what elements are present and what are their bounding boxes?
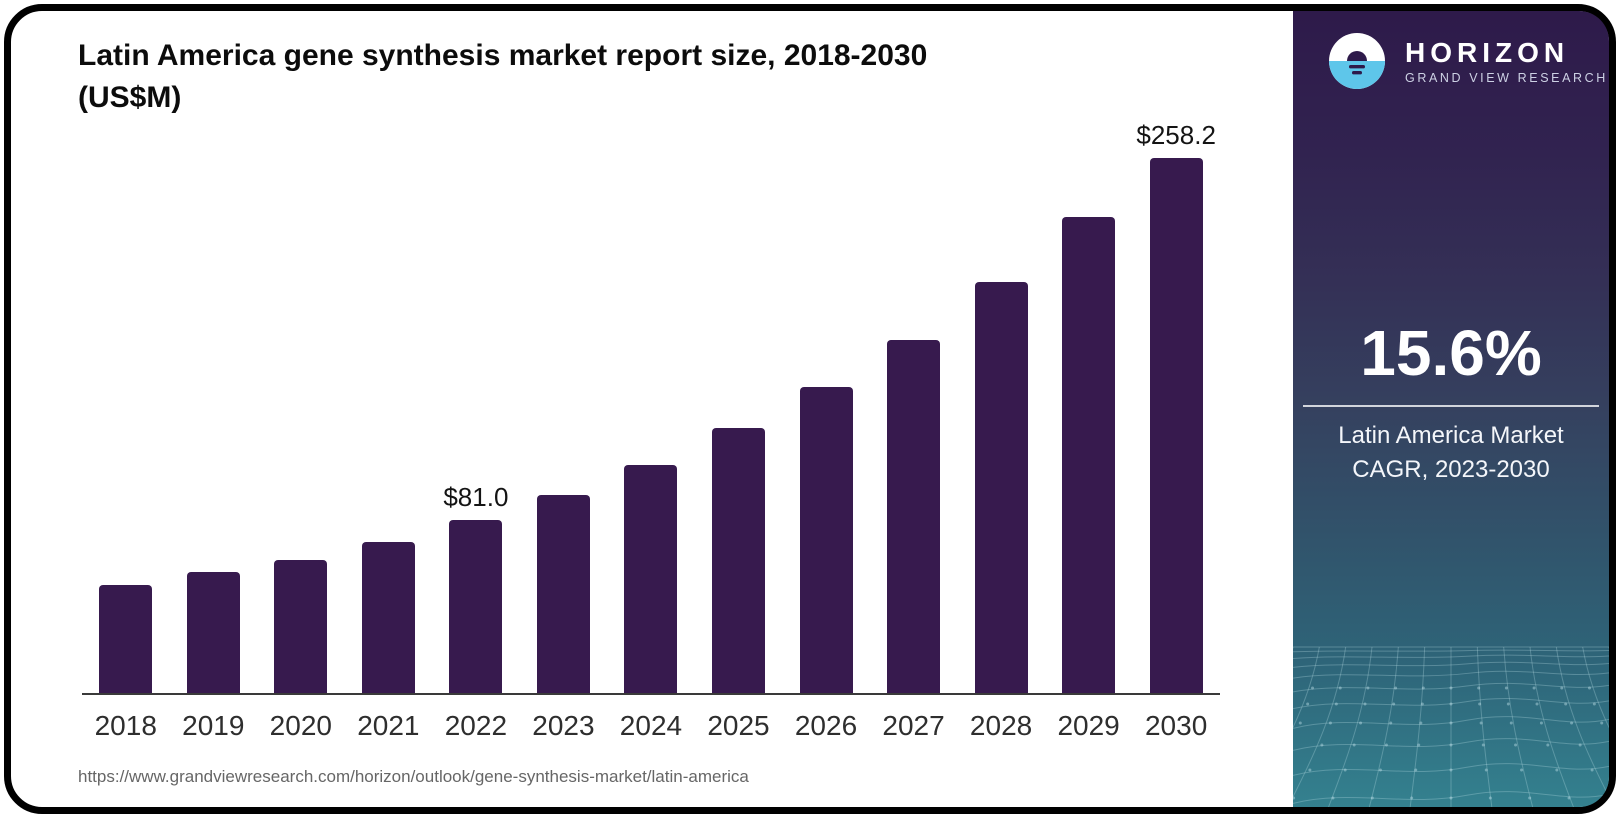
bar-2029 xyxy=(1062,217,1116,693)
bar-2023 xyxy=(536,494,590,693)
x-axis-label-2025: 2025 xyxy=(707,710,770,741)
cagr-caption-line2: CAGR, 2023-2030 xyxy=(1352,456,1550,483)
cagr-stat: 15.6% Latin America Market CAGR, 2023-20… xyxy=(1293,319,1609,487)
x-axis-label-2027: 2027 xyxy=(882,710,945,741)
bar-slot-2021 xyxy=(345,120,433,693)
bar-2030 xyxy=(1149,158,1203,693)
x-axis-label-2018: 2018 xyxy=(94,710,157,741)
x-axis-label-2019: 2019 xyxy=(182,710,245,741)
bar-slot-2025 xyxy=(695,120,783,693)
bar-slot-2023 xyxy=(520,120,608,693)
bar-slot-2024 xyxy=(607,120,695,693)
bar-slot-2027 xyxy=(870,120,958,693)
x-axis-label-2023: 2023 xyxy=(532,710,595,741)
bar-slot-2029 xyxy=(1045,120,1133,693)
bar-value-label-2030: $258.2 xyxy=(1136,120,1216,150)
brand-text: HORIZON GRAND VIEW RESEARCH xyxy=(1405,36,1608,85)
chart-title-text: Latin America gene synthesis market repo… xyxy=(78,39,928,72)
mesh-pattern xyxy=(1293,646,1609,807)
bar-slot-2018 xyxy=(82,120,170,693)
bar-2028 xyxy=(974,282,1028,693)
brand-tagline: GRAND VIEW RESEARCH xyxy=(1405,70,1608,85)
bar-value-label-2022: $81.0 xyxy=(443,482,509,513)
cagr-caption-line1: Latin America Market xyxy=(1338,422,1564,449)
bars-container: $81.0 $258.2 xyxy=(82,120,1220,693)
bar-2025 xyxy=(711,428,765,693)
source-url: https://www.grandviewresearch.com/horizo… xyxy=(78,767,749,786)
stat-divider xyxy=(1303,405,1599,407)
bar-2024 xyxy=(624,464,678,693)
bar-slot-2019 xyxy=(170,120,258,693)
bar-2018 xyxy=(99,585,153,693)
x-axis-label-2029: 2029 xyxy=(1057,710,1120,741)
bar-2021 xyxy=(361,541,415,693)
cagr-caption: Latin America Market CAGR, 2023-2030 xyxy=(1293,419,1609,487)
x-axis-label-2028: 2028 xyxy=(969,710,1033,741)
cagr-value: 15.6% xyxy=(1360,317,1542,389)
x-axis-label-2021: 2021 xyxy=(357,710,420,741)
bar-chart: $81.0 $258.2 xyxy=(82,120,1220,693)
sun-horizon-icon xyxy=(1329,33,1385,89)
x-axis-label-2030: 2030 xyxy=(1144,710,1208,741)
x-axis-line xyxy=(82,693,1220,695)
bar-slot-2026 xyxy=(782,120,870,693)
x-axis-label-2024: 2024 xyxy=(619,710,683,741)
brand-lockup: HORIZON GRAND VIEW RESEARCH xyxy=(1329,33,1608,89)
bar-2027 xyxy=(887,339,941,693)
chart-title-unit: (US$M) xyxy=(78,81,182,114)
bar-2019 xyxy=(186,571,240,693)
bar-2022 xyxy=(449,520,503,693)
bar-2026 xyxy=(799,386,853,693)
report-card: Latin America gene synthesis market repo… xyxy=(4,4,1616,814)
bar-2020 xyxy=(274,560,328,693)
x-axis-label-2026: 2026 xyxy=(794,710,858,741)
x-axis-labels: 2018 2019 2020 2021 2022 2023 2024 2025 2026 2027… xyxy=(82,710,1220,742)
chart-title: Latin America gene synthesis market repo… xyxy=(78,35,1228,119)
bar-slot-2030: $258.2 xyxy=(1132,120,1220,693)
brand-name: HORIZON xyxy=(1405,36,1570,68)
bar-slot-2022: $81.0 xyxy=(432,120,520,693)
bar-slot-2028 xyxy=(957,120,1045,693)
bar-slot-2020 xyxy=(257,120,345,693)
x-axis-label-2022: 2022 xyxy=(444,710,508,741)
x-axis-label-2020: 2020 xyxy=(269,710,332,741)
sidebar-panel: HORIZON GRAND VIEW RESEARCH 15.6% Latin … xyxy=(1293,11,1609,807)
